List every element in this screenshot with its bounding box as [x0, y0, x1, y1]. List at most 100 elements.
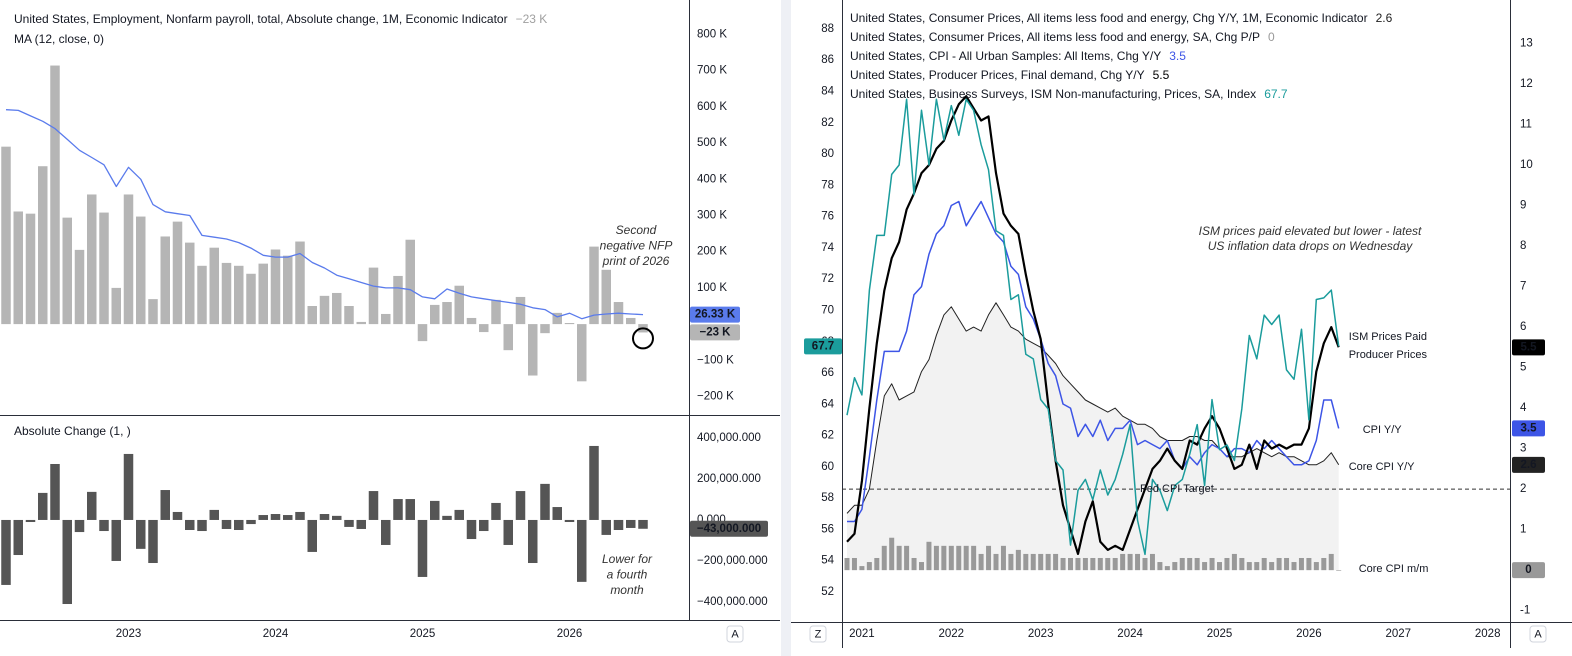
bar	[430, 304, 440, 325]
bar	[270, 514, 281, 520]
bar	[1239, 557, 1245, 571]
bar	[1298, 557, 1304, 571]
bar	[50, 65, 60, 325]
price-badge-label: −23 K	[699, 326, 731, 338]
scale-button[interactable]: A	[726, 625, 744, 643]
y-tick-label: 56	[821, 523, 834, 535]
bar	[381, 519, 391, 545]
bar	[1209, 557, 1215, 571]
bar	[926, 541, 932, 571]
bar	[1135, 553, 1141, 571]
annotation: a fourth	[607, 568, 648, 582]
price-badge	[1512, 456, 1545, 473]
annotation: negative NFP	[600, 239, 673, 253]
legend-name: United States, Employment, Nonfarm payro…	[14, 12, 508, 26]
y-tick-label: 76	[821, 211, 834, 223]
bar	[38, 492, 48, 520]
scale-button-label[interactable]: Z	[815, 628, 822, 640]
bar	[185, 242, 195, 325]
pane-title: Absolute Change (1, )	[14, 424, 131, 438]
scale-button-box[interactable]	[1529, 625, 1547, 643]
bar	[528, 324, 538, 376]
y-tick-label: 66	[821, 367, 834, 379]
annotation: month	[610, 583, 644, 597]
y-tick-label: 500 K	[697, 137, 727, 149]
y-tick-label: 54	[821, 555, 834, 567]
x-tick-label: 2026	[557, 628, 583, 640]
scale-button-label[interactable]: A	[731, 628, 739, 640]
bar	[356, 519, 366, 529]
bar	[941, 545, 947, 571]
bar	[1254, 562, 1260, 571]
bar	[172, 221, 183, 325]
bar	[963, 545, 969, 571]
bar	[874, 557, 880, 571]
bar	[319, 514, 330, 520]
series-label: Core CPI m/m	[1359, 563, 1429, 575]
y-tick-label: 62	[821, 430, 834, 442]
bar	[1194, 557, 1200, 571]
legend-value: 2.6	[1376, 11, 1393, 25]
bar	[111, 287, 121, 325]
y-tick-label: 70	[821, 304, 834, 316]
bar	[1030, 553, 1036, 571]
bar	[1112, 557, 1118, 571]
y-tick-label: −100 K	[697, 354, 734, 366]
y-tick-label: 86	[821, 54, 834, 66]
scale-button[interactable]: Z	[809, 625, 827, 643]
bar	[1060, 557, 1066, 571]
bar	[62, 519, 72, 605]
scale-button-box[interactable]	[726, 625, 744, 643]
scale-button-box[interactable]	[809, 625, 827, 643]
bar	[626, 519, 636, 528]
y-tick-label: 200 K	[697, 246, 727, 258]
bar	[136, 216, 146, 325]
price-badge	[1512, 339, 1545, 356]
bar	[1008, 553, 1014, 571]
bar	[62, 217, 72, 325]
bar	[319, 295, 330, 325]
bar	[1090, 557, 1096, 571]
y-tick-label: 100 K	[697, 282, 727, 294]
y-tick-label: 80	[821, 148, 834, 160]
y-tick-label: 88	[821, 23, 834, 35]
bar	[589, 445, 599, 520]
legend-name: United States, Consumer Prices, All item…	[850, 11, 1368, 25]
x-tick-label: 2023	[116, 628, 142, 640]
bar	[911, 557, 917, 571]
bar	[859, 566, 865, 571]
bar	[25, 519, 36, 523]
bar	[197, 265, 207, 325]
price-badge-label: 67.7	[812, 340, 834, 352]
bar	[344, 519, 354, 527]
bar	[1328, 553, 1334, 571]
bar	[221, 262, 232, 325]
bar	[160, 490, 170, 520]
bar	[160, 236, 170, 325]
bar	[1276, 557, 1282, 571]
scale-button-label[interactable]: A	[1534, 628, 1542, 640]
bar	[368, 267, 379, 325]
bar	[503, 519, 513, 545]
x-tick-label: 2026	[1296, 628, 1322, 640]
y-tick-label: 5	[1520, 362, 1526, 374]
bar	[889, 537, 895, 571]
bar	[87, 194, 97, 325]
bar	[552, 507, 562, 520]
y-tick-label: 60	[821, 461, 834, 473]
x-tick-label: 2027	[1386, 628, 1412, 640]
line	[846, 302, 1340, 514]
bar	[246, 273, 256, 325]
y-tick-label: 9	[1520, 200, 1526, 212]
legend-entry: United States, CPI - All Urban Samples: …	[850, 49, 1186, 63]
scale-button[interactable]: A	[1529, 625, 1547, 643]
x-tick-label: 2028	[1475, 628, 1501, 640]
bar	[1082, 557, 1088, 571]
legend-name: United States, Consumer Prices, All item…	[850, 30, 1260, 44]
x-tick-label: 2023	[1028, 628, 1054, 640]
bar	[589, 246, 599, 325]
series-label: CPI Y/Y	[1363, 424, 1403, 436]
bar	[209, 509, 219, 520]
